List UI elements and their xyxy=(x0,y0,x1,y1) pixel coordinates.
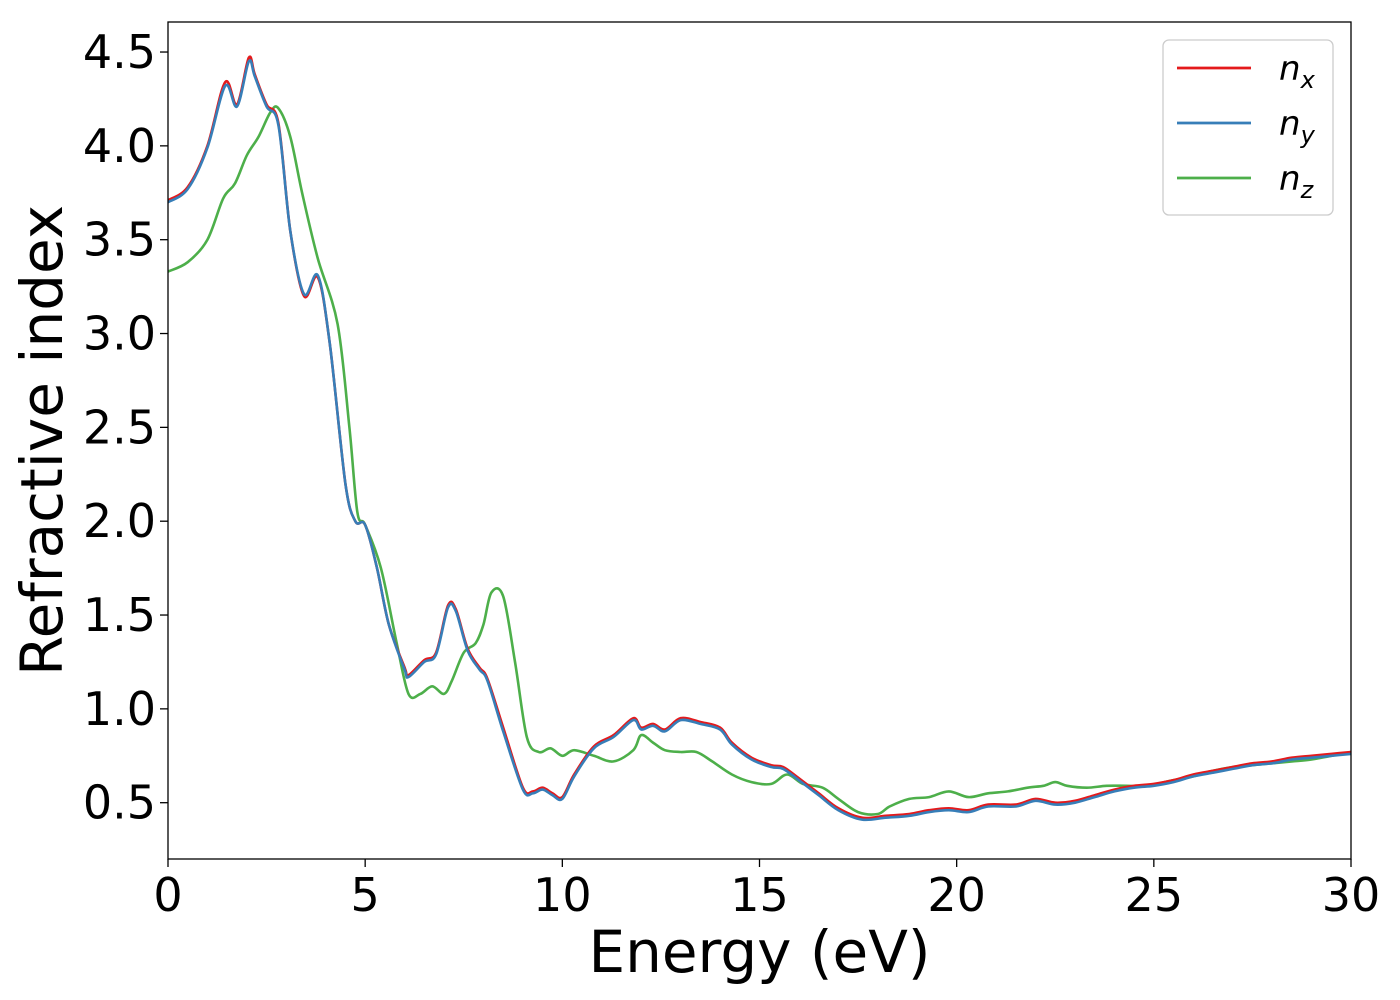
y-tick-label: 0.5 xyxy=(83,776,156,830)
legend-label-main: n xyxy=(1279,159,1301,199)
x-tick-label: 15 xyxy=(730,868,789,922)
x-tick-label: 25 xyxy=(1125,868,1184,922)
legend-label-ny: ny xyxy=(1279,104,1316,149)
y-tick-label: 3.0 xyxy=(83,307,156,361)
x-tick-label: 0 xyxy=(153,868,182,922)
series-line-ny xyxy=(168,59,1351,822)
y-tick-label: 2.0 xyxy=(83,494,156,548)
y-tick-label: 3.5 xyxy=(83,213,156,267)
x-tick-label: 5 xyxy=(351,868,380,922)
legend-label-nx: nx xyxy=(1279,49,1316,94)
legend-label-subscript: y xyxy=(1300,121,1316,149)
x-tick-label: 30 xyxy=(1322,868,1381,922)
series-line-nz xyxy=(168,105,1351,816)
legend-label-nz: nz xyxy=(1279,159,1315,204)
y-tick-label: 2.5 xyxy=(83,400,156,454)
y-tick-label: 4.5 xyxy=(83,25,156,79)
x-tick-label: 10 xyxy=(533,868,592,922)
legend-label-main: n xyxy=(1279,104,1301,144)
legend-label-main: n xyxy=(1279,49,1301,89)
x-tick-label: 20 xyxy=(927,868,986,922)
legend-label-subscript: z xyxy=(1300,176,1315,204)
legend-label-subscript: x xyxy=(1300,66,1316,94)
y-tick-label: 1.0 xyxy=(83,682,156,736)
x-axis-title: Energy (eV) xyxy=(588,918,930,986)
y-tick-label: 1.5 xyxy=(83,588,156,642)
y-tick-label: 4.0 xyxy=(83,119,156,173)
y-axis-title: Refractive index xyxy=(8,205,76,676)
legend-box xyxy=(1162,39,1334,216)
